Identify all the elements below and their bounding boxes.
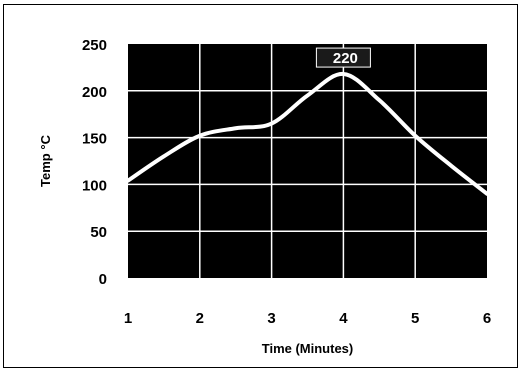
y-tick-label: 0 <box>99 271 107 288</box>
y-tick-label: 250 <box>82 37 107 54</box>
y-tick-label: 200 <box>82 84 107 101</box>
data-label-box <box>315 47 371 68</box>
x-axis-label: Time (Minutes) <box>262 341 354 356</box>
y-tick-label: 100 <box>82 177 107 194</box>
grid <box>128 44 487 278</box>
y-tick-labels: 250 200 150 100 50 0 <box>82 37 107 288</box>
x-tick-label: 4 <box>339 310 348 327</box>
y-axis-label: Temp °C <box>38 134 53 187</box>
data-label: 220 <box>333 50 358 67</box>
x-tick-label: 5 <box>411 310 419 327</box>
plot-background <box>128 44 487 278</box>
series-line <box>126 71 489 196</box>
x-tick-label: 3 <box>267 310 275 327</box>
x-tick-label: 2 <box>196 310 204 327</box>
data-label-group: 220 <box>315 47 371 68</box>
y-tick-label: 150 <box>82 131 107 148</box>
y-tick-label: 50 <box>90 224 107 241</box>
x-tick-label: 6 <box>483 310 491 327</box>
x-tick-labels: 1 2 3 4 5 6 <box>124 310 491 327</box>
x-tick-label: 1 <box>124 310 132 327</box>
